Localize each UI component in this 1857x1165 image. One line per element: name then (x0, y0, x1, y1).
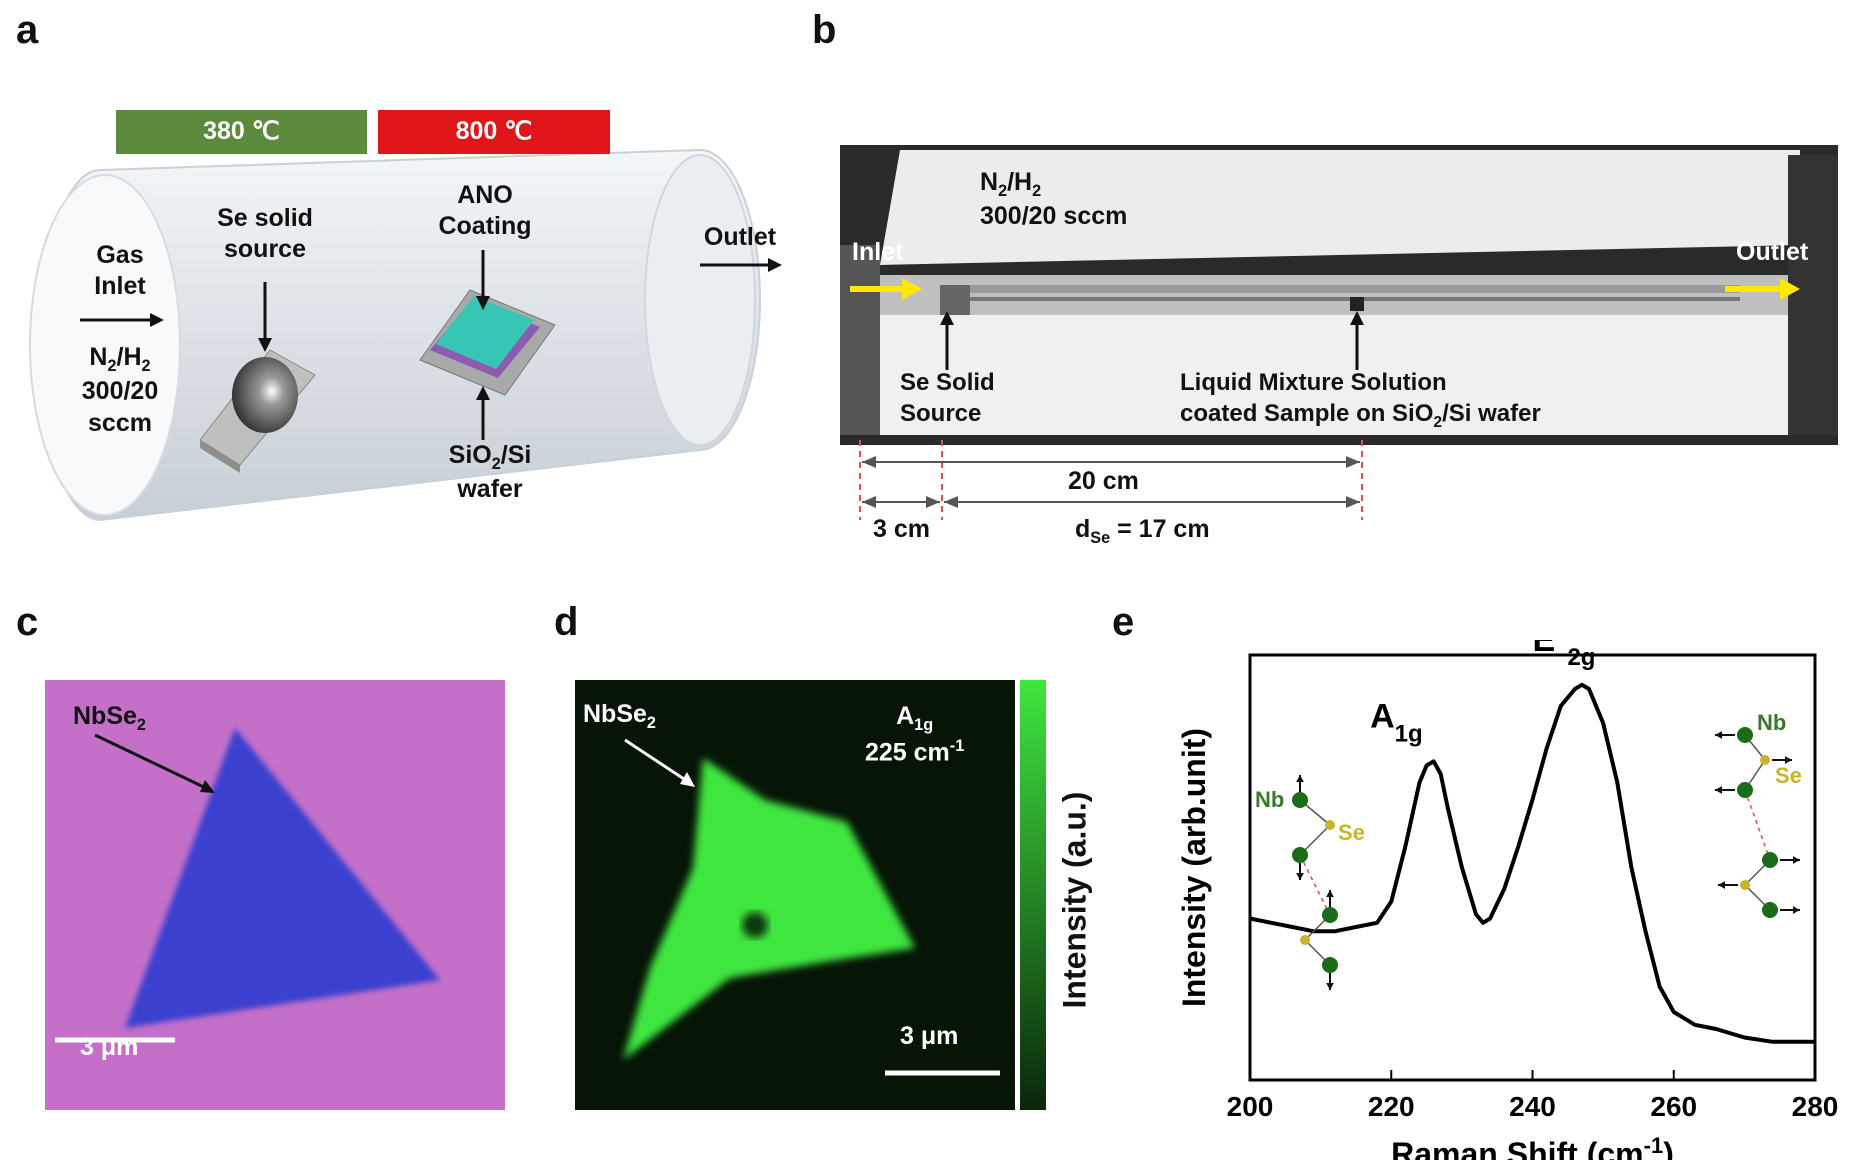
scale-bar-label: 3 μm (900, 1022, 959, 1050)
nb-atom (1292, 792, 1308, 808)
sample-label: Liquid Mixture Solution coated Sample on… (1180, 369, 1541, 431)
y-axis-label: Intensity (arb.unit) (1176, 728, 1212, 1007)
vib-arrow-head (1715, 731, 1723, 739)
se-source-label: Se Solid Source (900, 369, 995, 428)
nbse2-label: NbSe2 (73, 702, 146, 734)
ano-coating-label: ANO Coating (438, 181, 532, 241)
se-atom (1300, 935, 1310, 945)
nb-atom (1292, 847, 1308, 863)
se-atom (1760, 755, 1770, 765)
furnace-schematic (29, 148, 782, 522)
se-label: Se (1338, 820, 1365, 845)
x-tick-label: 240 (1509, 1091, 1556, 1122)
photo-arrows (940, 311, 1364, 370)
zone-800-bar (378, 110, 610, 154)
panel-letter-a: a (16, 8, 39, 52)
vib-arrow-head (1326, 982, 1334, 990)
vib-arrow-head (1718, 881, 1726, 889)
x-axis-label: Raman Shift (cm-1) (1391, 1133, 1674, 1161)
panel-a: 380 ℃ 800 ℃ Gas Inlet N2/H2 300/20 sccm … (0, 0, 800, 560)
dimension-3cm: 3 cm (873, 515, 930, 543)
nb-atom (1762, 852, 1778, 868)
furnace-photo (840, 145, 1838, 445)
x-tick-label: 200 (1227, 1091, 1274, 1122)
zone-380-bar (116, 110, 367, 154)
vib-arrow-head (1792, 906, 1800, 914)
se-atom (1740, 880, 1750, 890)
plot-frame (1248, 653, 1817, 1082)
scale-bar-label: 3 μm (80, 1033, 139, 1061)
raman-map (623, 738, 1000, 1076)
nb-atom (1762, 902, 1778, 918)
dimension-dse: dSe = 17 cm (1075, 515, 1210, 547)
vib-arrow-head (1715, 786, 1723, 794)
panel-letter-d: d (554, 600, 579, 644)
panel-c: NbSe2 3 μm (45, 680, 505, 1110)
dimension-lines (859, 440, 1363, 520)
panel-letter-b: b (812, 8, 837, 52)
vdw-gap (1299, 854, 1331, 916)
nb-label: Nb (1757, 710, 1786, 735)
nbse2-label: NbSe2 (583, 700, 656, 732)
dimension-20cm: 20 cm (1068, 467, 1139, 495)
se-source-label: Se solid source (217, 204, 313, 264)
panel-d: NbSe2 A1g 225 cm-1 3 μm (575, 680, 1015, 1110)
vdw-gap (1744, 789, 1771, 861)
mode-label: A1g 225 cm-1 (865, 702, 965, 767)
nb-atom (1737, 782, 1753, 798)
x-tick-label: 280 (1792, 1091, 1839, 1122)
nb-atom (1737, 727, 1753, 743)
se-atom (1325, 820, 1335, 830)
inlet-label: Inlet (852, 238, 904, 266)
se-label: Se (1775, 763, 1802, 788)
gas-inlet-label: Gas Inlet (94, 241, 146, 301)
outlet-label: Outlet (1736, 238, 1809, 266)
vib-arrow-head (1792, 856, 1800, 864)
optical-image (55, 728, 440, 1043)
zone-800-label: 800 ℃ (455, 117, 533, 145)
outlet-arrow-icon (1725, 278, 1800, 300)
vib-arrow-head (1784, 756, 1792, 764)
gas-flow-label: N2/H2 300/20 sccm (980, 168, 1128, 231)
nb-atom (1322, 957, 1338, 973)
colorbar-label: Intensity (a.u.) (1056, 791, 1093, 1009)
outlet-label: Outlet (703, 223, 777, 251)
colorbar (1020, 680, 1046, 1110)
zone-380-label: 380 ℃ (203, 117, 280, 145)
nb-label: Nb (1255, 787, 1284, 812)
panel-b: Inlet Outlet N2/H2 300/20 sccm Se Solid … (840, 145, 1838, 445)
wafer-label: SiO2/Si wafer (448, 441, 532, 504)
vib-arrow-head (1296, 872, 1304, 880)
vib-arrow-head (1296, 775, 1304, 783)
panel-letter-c: c (16, 600, 39, 644)
inlet-arrow-icon (850, 278, 922, 300)
panel-letter-e: e (1112, 600, 1135, 644)
vib-arrow-head (1326, 890, 1334, 898)
raman-spectrum-chart: 200 220 240 260 280 Raman Shift (cm-1) Intensi… (1176, 640, 1839, 1161)
nb-atom (1322, 907, 1338, 923)
peak-label-a1g: A1g (1370, 697, 1423, 747)
x-tick-label: 220 (1368, 1091, 1415, 1122)
x-tick-label: 260 (1650, 1091, 1697, 1122)
raman-series-line (1249, 682, 1815, 1044)
gas-flow-label: N2/H2 300/20 sccm (81, 343, 159, 437)
